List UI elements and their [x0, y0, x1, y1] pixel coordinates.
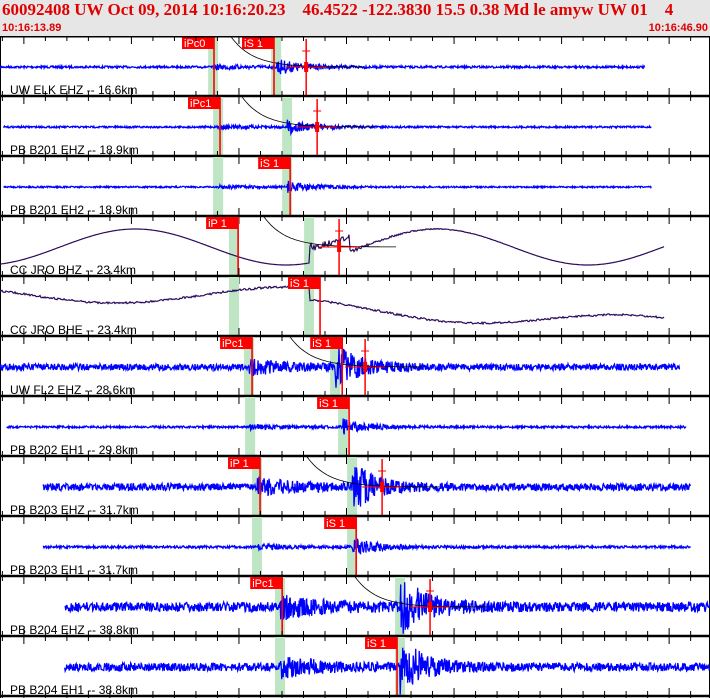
waveform [0, 285, 665, 326]
trace-row[interactable]: iPc1 iS 1 UW FL2 EHZ -- 28.6km [0, 336, 710, 404]
phase-pick-label: iS 1 [290, 278, 309, 290]
event-title: 60092408 UW Oct 09, 2014 10:16:20.23 46.… [2, 0, 674, 19]
start-time: 10:16:13.89 [2, 22, 62, 34]
phase-pick-label: iS 1 [312, 338, 331, 350]
trace-row[interactable]: iS 1 PB B202 EH1 -- 29.8km [0, 397, 710, 464]
theoretical-arrival-window [304, 217, 315, 277]
phase-pick-label: iPc1 [252, 578, 273, 590]
waveform [0, 59, 646, 75]
phase-pick-tag [324, 517, 357, 529]
phase-pick-tag [288, 277, 321, 289]
phase-pick-tag [365, 637, 398, 649]
trace-row[interactable]: iP 1 PB B203 EHZ -- 31.7km [0, 456, 710, 524]
waveform [64, 647, 710, 695]
waveform [42, 538, 691, 555]
trace-row[interactable]: iS 1 PB B201 EH2 -- 18.9km [0, 157, 710, 224]
phase-pick-label: iPc1 [222, 338, 243, 350]
station-label: CC JRO BHE -- 23.4km [10, 323, 137, 337]
residual-curve [289, 336, 423, 368]
trace-row[interactable]: iS 1 PB B203 EH1 -- 31.7km [0, 517, 710, 584]
waveform [3, 180, 652, 193]
phase-pick-tag [188, 97, 221, 109]
station-label: PB B204 EHZ -- 38.8km [10, 623, 139, 637]
residual-curve [306, 456, 440, 488]
station-label: PB B202 EH1 -- 29.8km [10, 443, 138, 457]
phase-pick-label: iS 1 [244, 38, 263, 50]
end-time: 10:16:46.90 [648, 22, 708, 34]
trace-row[interactable]: iS 1 PB B204 EH1 -- 38.8km [0, 637, 710, 698]
station-label: PB B203 EHZ -- 31.7km [10, 503, 139, 517]
phase-pick-tag [317, 397, 350, 409]
phase-pick-label: iP 1 [230, 458, 249, 470]
phase-pick-tag [182, 37, 215, 49]
waveform [64, 582, 710, 634]
station-label: PB B201 EHZ -- 18.9km [10, 143, 139, 157]
trace-row[interactable]: iS 1 CC JRO BHE -- 23.4km [0, 277, 710, 344]
station-label: PB B201 EH2 -- 18.9km [10, 203, 138, 217]
event-header: 60092408 UW Oct 09, 2014 10:16:20.23 46.… [0, 0, 710, 36]
phase-pick-label: iPc1 [190, 98, 211, 110]
trace-panel[interactable]: iPc0 iS 1 UW ELK EHZ -- 16.6km iPc1 PB B201 … [0, 36, 710, 698]
residual-curve [241, 96, 375, 128]
phase-pick-label: iPc0 [184, 38, 205, 50]
station-label: PB B203 EH1 -- 31.7km [10, 563, 138, 577]
station-label: UW FL2 EHZ -- 28.6km [10, 383, 135, 397]
phase-pick-tag [242, 37, 275, 49]
phase-pick-tag [258, 157, 291, 169]
phase-pick-tag [250, 577, 283, 589]
waveform [0, 227, 665, 266]
waveform [3, 119, 652, 137]
station-label: PB B204 EH1 -- 38.8km [10, 683, 138, 697]
phase-pick-label: iP 1 [208, 218, 227, 230]
phase-pick-label: iS 1 [367, 638, 386, 650]
phase-pick-label: iS 1 [319, 398, 338, 410]
phase-pick-label: iS 1 [260, 158, 279, 170]
theoretical-arrival-window [229, 217, 240, 277]
waveform [0, 346, 681, 388]
theoretical-arrival-window [304, 277, 315, 337]
station-label: UW ELK EHZ -- 16.6km [10, 83, 137, 97]
trace-row[interactable]: iPc1 PB B204 EHZ -- 38.8km [0, 576, 710, 644]
trace-row[interactable]: iP 1 CC JRO BHZ -- 23.4km [0, 216, 710, 284]
phase-pick-tag [220, 337, 253, 349]
trace-row[interactable]: iPc0 iS 1 UW ELK EHZ -- 16.6km [0, 36, 710, 104]
station-label: CC JRO BHZ -- 23.4km [10, 263, 136, 277]
residual-curve [230, 36, 364, 68]
phase-pick-tag [228, 457, 261, 469]
phase-pick-tag [310, 337, 343, 349]
phase-pick-label: iS 1 [326, 518, 345, 530]
theoretical-arrival-window [229, 277, 240, 337]
residual-curve [354, 576, 488, 608]
trace-row[interactable]: iPc1 PB B201 EHZ -- 18.9km [0, 96, 710, 164]
phase-pick-tag [206, 217, 239, 229]
residual-curve [263, 216, 397, 248]
waveform [6, 418, 687, 435]
waveform [42, 467, 692, 507]
theoretical-arrival-window [275, 637, 286, 697]
